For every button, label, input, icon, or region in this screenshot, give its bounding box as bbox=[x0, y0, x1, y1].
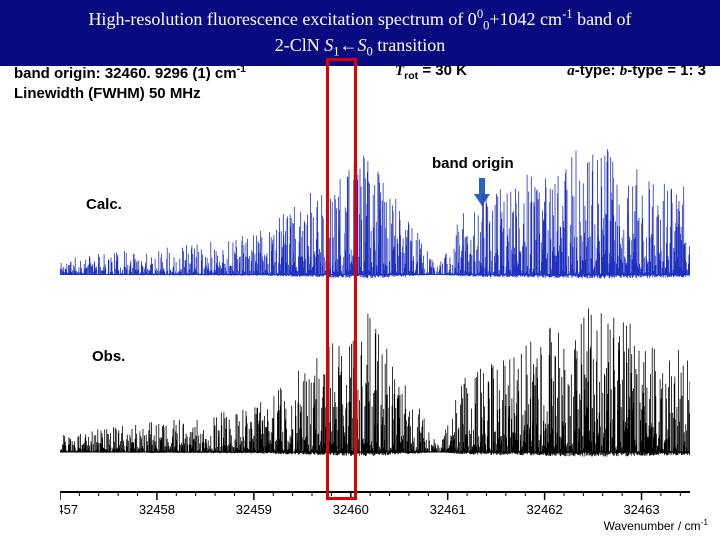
svg-text:32459: 32459 bbox=[236, 502, 272, 517]
svg-text:32461: 32461 bbox=[430, 502, 466, 517]
plot-area bbox=[60, 130, 690, 500]
svg-text:32460: 32460 bbox=[333, 502, 369, 517]
info-left: band origin: 32460. 9296 (1) cm-1 Linewi… bbox=[14, 62, 246, 105]
svg-text:32458: 32458 bbox=[139, 502, 175, 517]
highlight-box bbox=[326, 58, 357, 500]
svg-text:32457: 32457 bbox=[60, 502, 78, 517]
x-axis: 32457 32458 32459 32460 32461 32462 32463 bbox=[60, 490, 690, 530]
title-line2: 2-ClN S1←S0 transition bbox=[10, 34, 710, 60]
spectrum-obs bbox=[60, 300, 690, 490]
title-bar: High-resolution fluorescence excitation … bbox=[0, 0, 720, 66]
title-line1: High-resolution fluorescence excitation … bbox=[10, 6, 710, 34]
linewidth-text: Linewidth (FWHM) 50 MHz bbox=[14, 85, 201, 102]
axis-label: Wavenumber / cm-1 bbox=[604, 517, 708, 533]
svg-text:32462: 32462 bbox=[527, 502, 563, 517]
info-type-ratio: a-type: b-type = 1: 3 bbox=[567, 62, 706, 80]
svg-text:32463: 32463 bbox=[623, 502, 659, 517]
info-trot: Trot = 30 K bbox=[395, 62, 467, 82]
spectrum-calc bbox=[60, 130, 690, 300]
band-origin-text: band origin: 32460. 9296 (1) cm-1 bbox=[14, 65, 246, 82]
